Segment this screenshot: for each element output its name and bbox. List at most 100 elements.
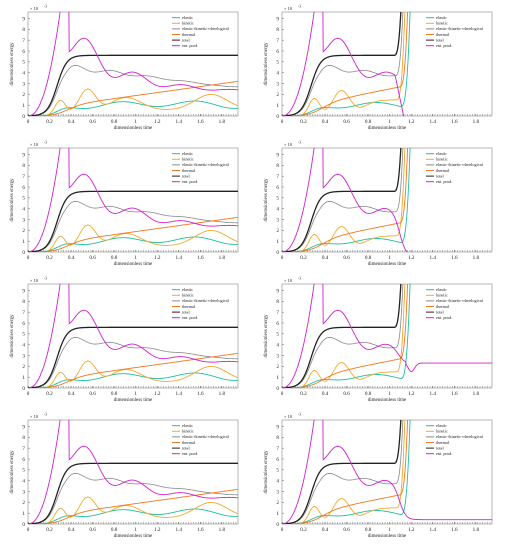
- x-tick-label: 0.4: [322, 391, 329, 397]
- series-elastic: [282, 12, 411, 116]
- y-tick-label: 5: [276, 196, 279, 202]
- legend-label: ent. prod.: [182, 179, 198, 184]
- y-tick-label: 2: [276, 92, 279, 98]
- series-thermal: [282, 12, 409, 116]
- x-tick-label: 1: [134, 527, 137, 533]
- legend-label: elastic: [436, 151, 447, 156]
- y-tick-label: 6: [22, 185, 25, 191]
- series-entprod: [282, 12, 405, 116]
- plot-frame: [281, 147, 493, 253]
- chart-panel: 0 0.2 0.4 0.6 0.8 1 1.2 1.4 1.6 1.8 0 1 2 3 4 5 6 7 8 9 × 10…: [264, 277, 493, 403]
- legend-label: thermal: [182, 304, 196, 309]
- y-tick-label: 1: [276, 103, 279, 109]
- chart-panel: 0 0.2 0.4 0.6 0.8 1 1.2 1.4 1.6 1.8 0 1 2 3 4 5 6 7 8 9 × 10…: [10, 413, 239, 539]
- series-erh: [28, 64, 238, 116]
- x-tick-label: 0.4: [68, 119, 75, 125]
- x-tick-label: 0.4: [68, 255, 75, 261]
- legend-label: elastic+kinetic+rheological: [436, 162, 484, 167]
- x-tick-label: 0.2: [46, 527, 53, 533]
- legend-label: total: [436, 37, 444, 42]
- x-tick-label: 1.4: [430, 119, 437, 125]
- series-total: [282, 420, 402, 524]
- x-tick-label: 1.2: [408, 527, 415, 533]
- y-tick-label: 4: [276, 206, 279, 212]
- y-exponent: -3: [44, 277, 47, 281]
- x-tick-label: 1.8: [219, 255, 226, 261]
- x-tick-label: 0.2: [46, 255, 53, 261]
- series-elastic: [282, 420, 411, 524]
- series-entprod: [28, 284, 238, 388]
- series-entprod: [282, 284, 492, 388]
- x-tick-label: 1.8: [473, 119, 480, 125]
- y-tick-label: 1: [22, 375, 25, 381]
- y-tick-label: 9: [22, 424, 25, 430]
- legend-label: kinetic: [182, 429, 194, 434]
- y-tick-label: 2: [22, 500, 25, 506]
- y-tick-label: 9: [276, 424, 279, 430]
- y-tick-label: 2: [276, 364, 279, 370]
- x-tick-label: 0.8: [111, 391, 118, 397]
- y-tick-label: 9: [276, 288, 279, 294]
- legend-label: elastic+kinetic+rheological: [182, 26, 230, 31]
- y-tick-label: 6: [22, 321, 25, 327]
- y-tick-label: 3: [276, 353, 279, 359]
- x-tick-label: 0.4: [322, 527, 329, 533]
- x-tick-label: 1.6: [197, 119, 204, 125]
- series-entprod: [28, 12, 238, 116]
- x-tick-label: 1.4: [176, 119, 183, 125]
- series-kinetic: [282, 12, 406, 116]
- series-total: [28, 462, 238, 524]
- x-tick-label: 0.8: [365, 119, 372, 125]
- series-entprod: [282, 420, 492, 524]
- plot-frame: [27, 11, 239, 117]
- y-exponent: -3: [44, 413, 47, 417]
- series-elastic: [28, 236, 238, 252]
- legend-box: [170, 286, 236, 322]
- y-tick-label: 3: [22, 489, 25, 495]
- y-exponent-label: × 10: [284, 278, 293, 283]
- y-tick-label: 1: [22, 103, 25, 109]
- y-exponent: -3: [298, 277, 301, 281]
- y-tick-label: 0: [22, 114, 25, 120]
- y-tick-label: 4: [22, 478, 25, 484]
- y-tick-label: 0: [276, 250, 279, 256]
- y-tick-label: 7: [276, 310, 279, 316]
- y-tick-label: 6: [276, 457, 279, 463]
- y-axis-label: dimensionless energy: [264, 314, 269, 358]
- x-tick-label: 0.8: [365, 527, 372, 533]
- y-tick-label: 1: [276, 375, 279, 381]
- legend-label: thermal: [182, 440, 196, 445]
- legend-label: elastic+kinetic+rheological: [436, 434, 484, 439]
- y-axis-label: dimensionless energy: [264, 42, 269, 86]
- y-tick-label: 7: [22, 446, 25, 452]
- x-tick-label: 1.8: [219, 391, 226, 397]
- y-tick-label: 0: [276, 522, 279, 528]
- x-tick-label: 0.2: [46, 119, 53, 125]
- series-erh: [28, 336, 238, 388]
- legend-label: elastic+kinetic+rheological: [182, 434, 230, 439]
- series-erh: [28, 200, 238, 252]
- x-tick-label: 0.6: [343, 391, 350, 397]
- series-thermal: [282, 284, 409, 388]
- legend-label: total: [182, 173, 190, 178]
- x-tick-label: 1.2: [154, 119, 161, 125]
- x-tick-label: 1.2: [408, 255, 415, 261]
- x-tick-label: 1: [134, 391, 137, 397]
- x-axis-label: dimensionless time: [368, 398, 407, 403]
- series-total: [282, 148, 402, 252]
- y-tick-label: 3: [22, 353, 25, 359]
- series-total: [28, 326, 238, 388]
- legend-label: elastic: [182, 423, 193, 428]
- legend-label: kinetic: [436, 21, 448, 26]
- y-tick-label: 9: [276, 152, 279, 158]
- y-tick-label: 4: [276, 70, 279, 76]
- series-group: [28, 420, 238, 524]
- y-exponent: -3: [44, 141, 47, 145]
- plot-frame: [281, 419, 493, 525]
- series-group: [28, 284, 238, 388]
- y-tick-label: 3: [22, 217, 25, 223]
- x-tick-label: 1.2: [408, 391, 415, 397]
- legend-label: total: [436, 309, 444, 314]
- y-tick-label: 6: [276, 185, 279, 191]
- x-axis-label: dimensionless time: [114, 534, 153, 539]
